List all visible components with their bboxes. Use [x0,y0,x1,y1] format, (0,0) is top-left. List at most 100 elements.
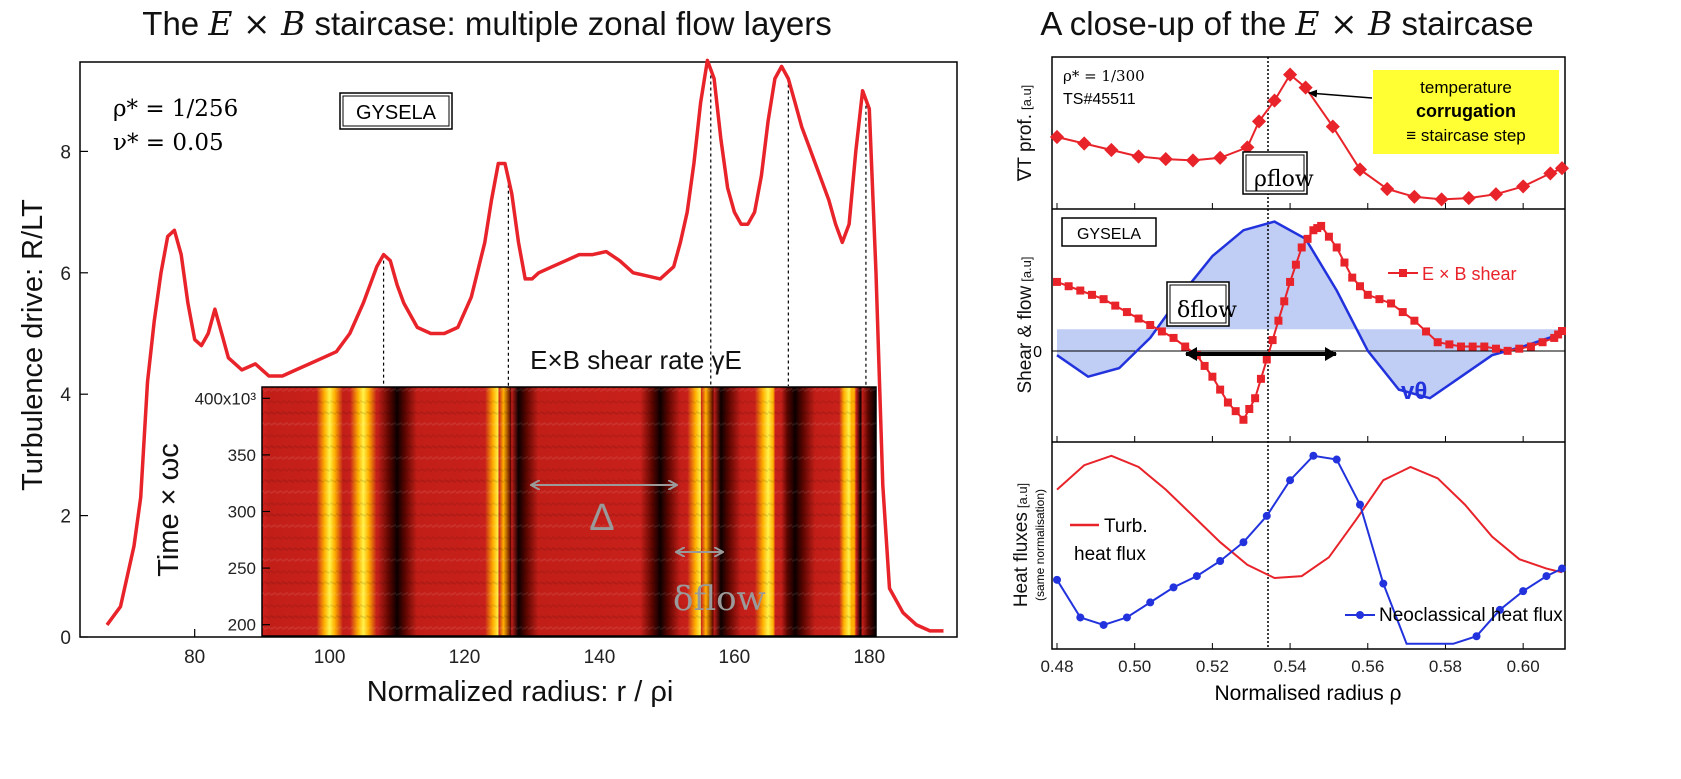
gradT-marker [1049,129,1065,145]
exb-shear-marker [1064,282,1073,291]
panel3-ylabel-sub: (same normalisation) [1033,489,1047,601]
exb-shear-marker [1208,372,1217,381]
turbulence-drive-curve [105,58,944,633]
delta-flow-box-inner [1169,284,1227,324]
neo-heat-flux-marker [1239,538,1248,547]
gradT-curve [1056,73,1563,201]
gradT-marker [1554,161,1570,176]
exb-shear-marker [1480,342,1489,351]
shear-legend-marker [1399,269,1407,277]
neo-heat-flux-marker [1192,572,1201,581]
exb-shear-marker [1375,295,1384,304]
exb-shear-marker [1256,374,1265,383]
neo-heat-flux-marker [1379,579,1388,588]
right-x-tick-label: 0.60 [1507,657,1540,676]
gradT-marker [1213,150,1228,165]
left-y-ticks: 0 2 4 6 8 [60,142,88,649]
left-x-tick-label: 100 [314,647,346,668]
exb-shear-marker [1268,336,1277,345]
gradT-marker [1185,153,1201,168]
neo-legend-label: Neoclassical heat flux [1379,605,1563,626]
left-plot-frame [79,61,958,638]
neo-heat-flux-markers [1053,451,1566,641]
gradT-marker [1267,93,1282,108]
inset-title: E×B shear rate γE [530,345,742,375]
gradT-marker [1251,114,1267,129]
neo-heat-flux-marker [1146,598,1155,607]
neo-heat-flux-marker [1122,613,1131,622]
flow-fill-area [1057,221,1562,399]
exb-shear-marker [1053,277,1061,286]
turb-legend-label-2: heat flux [1074,544,1146,565]
gradT-marker [1516,179,1531,194]
panel2-ylabel-main: Shear & flow [1015,286,1036,394]
shear-legend-label: E × B shear [1422,264,1517,284]
right-title-math: E × B [1294,4,1392,43]
left-title: The E × B staircase: multiple zonal flow… [142,4,831,43]
rho-flow-box [1242,151,1308,195]
panel2-ylabel: Shear & flow [a.u] [1015,256,1036,393]
right-param-rho: ρ* = 1/300 [1063,67,1145,85]
exb-shear-marker [1422,327,1431,336]
right-title-pre: A close-up of the [1040,5,1295,42]
left-ylabel: Turbulence drive: R/LT [17,199,49,491]
right-x-ticks: 0.48 0.50 0.52 0.54 0.56 0.58 0.60 [1040,203,1540,676]
exb-shear-marker [1348,273,1357,282]
heatmap-ylabel: Time × ωc [153,443,185,577]
panel1-ylabel: ∇T prof. [a.u] [1015,85,1036,183]
left-param-nu: ν* = 0.05 [113,130,224,156]
exb-shear-marker [1280,297,1289,306]
heatmap-y-ticks: 200 250 300 350 400x10³ [195,389,270,635]
panel3-ylabel-unit: [a.u] [1015,483,1030,508]
heatmap-y-tick-label: 250 [228,559,256,578]
right-xlabel: Normalised radius ρ [1214,682,1401,705]
exb-shear-marker [1262,355,1271,364]
left-xlabel: Normalized radius: r / ρi [367,676,674,708]
exb-shear-marker [1445,340,1454,349]
exb-shear-marker [1363,290,1372,299]
right-chart: 0.48 0.50 0.52 0.54 0.56 0.58 0.60 ρ* = 1/300 … [1011,56,1570,705]
right-x-tick-label: 0.58 [1429,657,1462,676]
exb-shear-marker [1146,321,1155,329]
heatmap-y-tick-label: 350 [228,446,256,465]
exb-shear-marker [1087,290,1096,299]
neo-heat-flux-marker [1332,455,1341,464]
exb-shear-marker [1076,286,1085,295]
neo-heat-flux-marker [1542,572,1551,581]
gradT-marker [1380,181,1395,197]
rho-flow-label: ρflow [1254,167,1314,192]
exb-shear-marker [1410,316,1419,325]
neo-heat-flux-marker [1169,583,1178,592]
exb-shear-marker [1245,405,1254,413]
neo-heat-flux-marker [1286,476,1295,485]
exb-shear-marker [1239,415,1248,424]
neo-heat-flux-marker [1356,500,1364,509]
gradT-marker [1543,166,1558,181]
neo-heat-flux-marker [1558,564,1566,573]
neo-heat-flux-marker [1076,613,1085,622]
exb-shear-marker [1340,258,1349,267]
gradT-marker [1325,119,1340,134]
right-x-tick-label: 0.52 [1196,657,1229,676]
exb-shear-marker [1181,342,1190,351]
left-y-tick-label: 4 [60,385,71,406]
panel1-ylabel-unit: [a.u] [1019,85,1034,110]
left-title-post: staircase: multiple zonal flow layers [305,5,831,42]
panel3-ylabel: Heat fluxes [a.u] [1011,483,1032,607]
exb-shear-marker [1200,361,1209,370]
left-title-math: E × B [207,4,305,43]
neo-legend-marker [1356,611,1364,619]
heatmap-inset: 200 250 300 350 400x10³ Time × ωc Δ δflow [153,386,877,637]
gradT-marker [1283,67,1298,82]
gradT-marker [1461,191,1476,206]
left-x-tick-label: 180 [853,647,885,668]
right-x-tick-label: 0.48 [1040,657,1073,676]
exb-shear-marker [1122,308,1131,317]
right-title-post: staircase [1392,5,1533,42]
delta-flow-label: δflow [673,579,766,619]
exb-shear-marker [1491,344,1500,353]
turb-heat-flux-curve [1056,454,1563,580]
turb-legend-label-1: Turb. [1104,516,1148,537]
gradT-marker [1352,162,1368,177]
exb-shear-marker [1526,342,1535,351]
